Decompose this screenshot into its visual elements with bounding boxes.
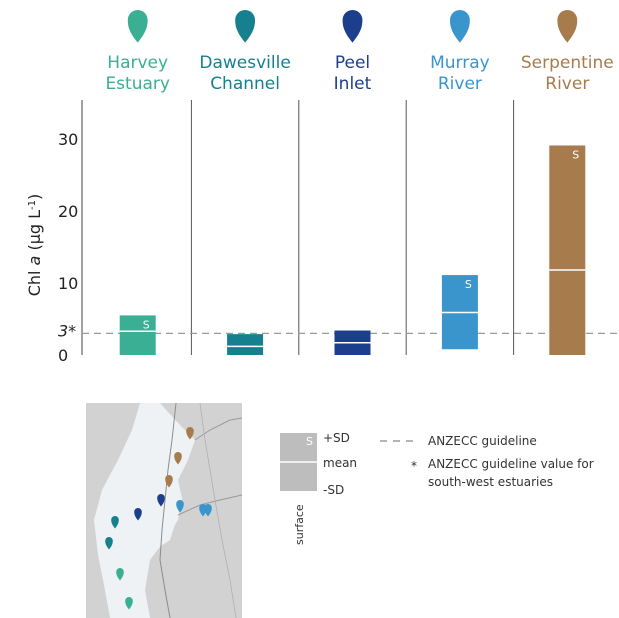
ylabel-part-5: ) <box>25 194 44 200</box>
site-name: Estuary <box>105 74 170 94</box>
bar-sd-range <box>119 315 156 355</box>
site-name: Harvey <box>107 53 168 73</box>
legend-guideline-label: ANZECC guideline <box>428 434 537 448</box>
location-pin-icon <box>235 9 255 43</box>
legend-plus-sd: +SD <box>323 431 350 445</box>
ylabel-part-3: (µg L <box>25 210 44 256</box>
site-name: Inlet <box>334 74 372 94</box>
bar-surface-label: S <box>465 278 472 291</box>
map-pin-icon <box>204 503 212 517</box>
map-pin-icon <box>134 508 142 521</box>
bars: S S S <box>119 145 586 355</box>
bar-surface-label: S <box>572 148 579 161</box>
legend-mean: mean <box>323 456 357 470</box>
bar-sd-range <box>549 145 586 355</box>
y-tick-label: 0 <box>58 346 68 365</box>
bar-sd-range <box>227 334 264 355</box>
map-pin-icon <box>157 494 165 507</box>
map-pin-icon <box>116 568 124 581</box>
location-pin-icon <box>342 10 363 43</box>
legend-box-s: S <box>306 435 313 448</box>
legend-minus-sd: -SD <box>323 483 344 497</box>
legend-asterisk-note-2: south-west estuaries <box>428 475 553 489</box>
map-pin-icon <box>186 426 194 440</box>
map-estuary-water <box>110 498 178 610</box>
map-land <box>145 403 242 618</box>
y-tick-label: 20 <box>58 202 78 221</box>
map-site-markers <box>105 426 212 610</box>
map-pin-icon <box>165 475 173 488</box>
map-river-line <box>194 417 243 441</box>
map-road-line <box>159 402 177 618</box>
site-pins <box>127 9 578 43</box>
y-tick-label: 30 <box>58 130 78 149</box>
location-map <box>86 402 243 618</box>
map-pin-icon <box>174 452 182 465</box>
bar-surface-label: S <box>143 318 150 331</box>
y-tick-label: 3* <box>58 321 76 340</box>
site-name: Murray <box>430 53 490 73</box>
map-pin-icon <box>176 500 184 513</box>
location-pin-icon <box>557 10 578 43</box>
y-axis-label: Chl a (µg L-1) <box>25 194 44 297</box>
site-name: Dawesville <box>199 53 290 73</box>
ylabel-part-4: -1 <box>27 200 38 210</box>
site-name: Serpentine <box>521 53 614 73</box>
ylabel-part-1: Chl <box>25 265 44 296</box>
site-name: Channel <box>210 74 280 94</box>
map-pin-icon <box>105 537 113 550</box>
location-pin-icon <box>450 10 470 43</box>
map-pin-icon <box>111 516 119 529</box>
site-name: Peel <box>335 53 370 73</box>
ylabel-part-2: a <box>25 256 44 266</box>
map-river-line <box>177 494 243 516</box>
y-axis: 0 3* 10 20 30 <box>58 100 83 365</box>
legend: S +SD mean -SD surface ANZECC guideline … <box>280 431 594 545</box>
map-road-line <box>199 402 237 618</box>
map-land-coast <box>86 403 140 618</box>
legend-surface: surface <box>293 504 306 545</box>
site-name: River <box>545 74 589 94</box>
legend-asterisk-note-1: ANZECC guideline value for <box>428 457 594 471</box>
y-tick-label: 10 <box>58 274 78 293</box>
location-pin-icon <box>127 9 148 43</box>
site-name: River <box>438 74 482 94</box>
site-dividers <box>190 100 515 355</box>
legend-asterisk: * <box>411 459 417 473</box>
map-pin-icon <box>125 597 133 610</box>
